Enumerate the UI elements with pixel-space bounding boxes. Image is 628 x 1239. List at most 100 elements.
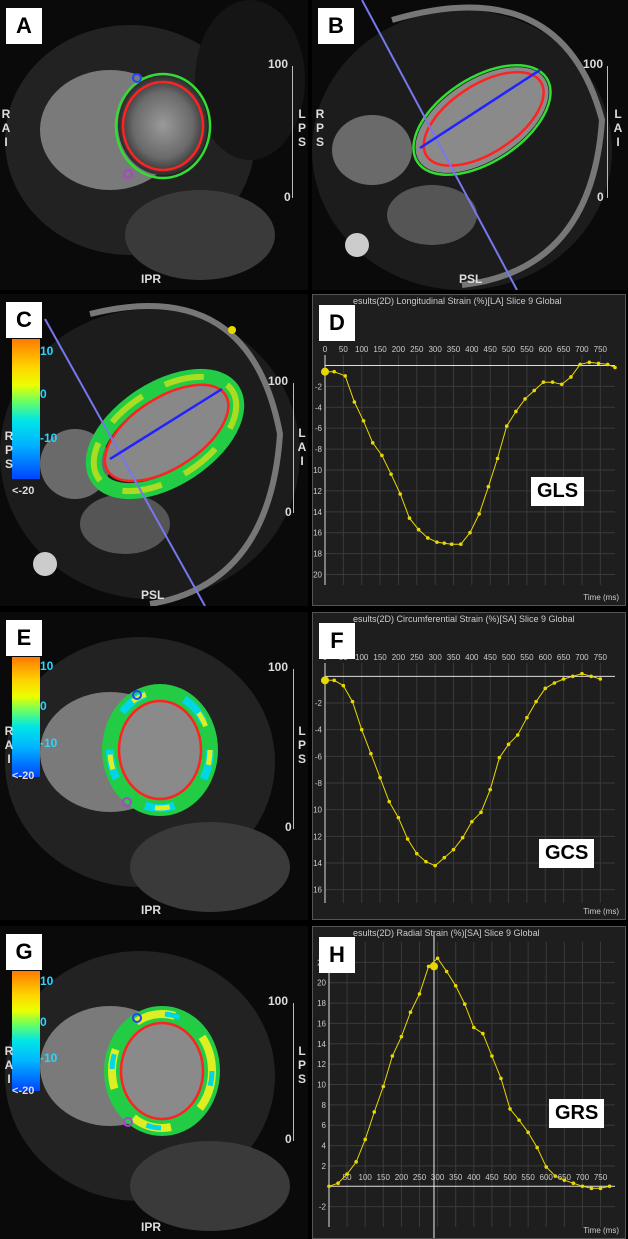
y-tick-label: 6	[322, 1121, 327, 1130]
colorbar-tick: 10	[40, 659, 54, 673]
x-tick-label: 700	[575, 653, 589, 662]
orientation-bottom: IPR	[141, 903, 162, 917]
data-point	[552, 681, 557, 685]
strain-colorbar	[12, 339, 40, 479]
chart-badge: GLS	[531, 477, 585, 506]
data-point	[399, 1034, 404, 1039]
data-point	[359, 727, 364, 732]
x-tick-label: 350	[447, 653, 461, 662]
data-point	[398, 492, 403, 496]
x-tick-label: 700	[576, 1173, 590, 1182]
data-point	[580, 1184, 585, 1189]
y-tick-label: -10	[313, 806, 323, 815]
strain-colorbar	[12, 657, 40, 777]
colorbar-tick: -10	[40, 1051, 58, 1065]
endocardial-contour	[117, 699, 203, 801]
data-point	[535, 1145, 539, 1150]
data-point	[433, 863, 437, 868]
current-frame-marker	[429, 962, 438, 971]
data-point	[370, 441, 375, 445]
data-point	[426, 964, 431, 969]
x-tick-label: 200	[392, 653, 406, 662]
x-tick-label: 150	[373, 653, 387, 662]
data-point	[389, 472, 393, 476]
strain-curve-chart: -2-4-6-8-10-12-14-1605010015020025030035…	[313, 653, 615, 903]
data-point	[488, 787, 492, 792]
data-point	[332, 369, 336, 374]
y-tick-label: 2	[322, 1162, 327, 1171]
data-point	[589, 1186, 594, 1191]
panel-label-b: B	[318, 8, 354, 44]
data-point	[354, 1160, 358, 1164]
x-tick-label: 750	[594, 653, 608, 662]
x-tick-label: 50	[339, 345, 348, 354]
data-point	[380, 453, 384, 458]
data-point	[506, 742, 511, 747]
endocardial-contour	[103, 383, 230, 483]
chart-title: esults(2D) Radial Strain (%)[SA] Slice 9…	[353, 928, 540, 938]
data-point	[481, 1031, 485, 1036]
data-point	[562, 1178, 567, 1182]
x-tick-label: 400	[465, 653, 479, 662]
panel-label-c: C	[6, 302, 42, 338]
y-tick-label: 12	[317, 1060, 326, 1069]
x-tick-label: 600	[540, 1173, 554, 1182]
x-tick-label: 150	[377, 1173, 391, 1182]
x-tick-label: 700	[575, 345, 589, 354]
x-tick-label: 400	[465, 345, 479, 354]
x-tick-label: 250	[413, 1173, 427, 1182]
data-point	[327, 1184, 331, 1189]
orientation-bottom: IPR	[141, 1220, 162, 1234]
scale-top: 100	[268, 660, 289, 674]
data-point	[341, 683, 346, 688]
data-point	[396, 815, 401, 820]
x-axis-label: Time (ms)	[583, 907, 619, 916]
y-tick-label: -20	[313, 571, 323, 580]
data-point	[352, 400, 357, 404]
data-point	[598, 1186, 603, 1191]
data-point	[381, 1084, 386, 1089]
y-tick-label: -4	[315, 403, 323, 412]
y-tick-label: 4	[322, 1142, 327, 1151]
x-tick-label: 450	[484, 345, 498, 354]
strain-curve-line	[325, 361, 616, 545]
data-point	[569, 375, 573, 379]
panel-label-f: F	[319, 623, 355, 659]
x-tick-label: 200	[395, 1173, 409, 1182]
data-point	[515, 733, 520, 737]
mri-long-axis-image	[312, 0, 628, 290]
y-tick-label: -16	[313, 529, 323, 538]
data-point	[504, 424, 509, 428]
data-point	[387, 799, 392, 804]
scale-top: 100	[268, 374, 289, 388]
x-axis-label: Time (ms)	[583, 593, 619, 602]
data-point	[571, 1181, 576, 1186]
y-tick-label: -10	[313, 466, 323, 475]
y-tick-label: -14	[313, 859, 323, 868]
y-tick-label: -2	[315, 382, 323, 391]
x-tick-label: 600	[539, 653, 553, 662]
x-axis-label: Time (ms)	[583, 1226, 619, 1235]
scale-top: 100	[583, 57, 604, 71]
y-tick-label: -6	[315, 752, 323, 761]
data-point	[470, 819, 474, 824]
epicardial-contour	[114, 72, 212, 180]
y-tick-label: -2	[315, 699, 323, 708]
y-tick-label: -6	[315, 424, 323, 433]
mri-long-axis-strain-image	[0, 294, 308, 606]
data-point	[613, 365, 617, 370]
chart-panel-h: H esults(2D) Radial Strain (%)[SA] Slice…	[312, 926, 626, 1239]
strain-curve-line	[328, 957, 610, 1189]
data-point	[532, 388, 537, 393]
chart-title: esults(2D) Circumferential Strain (%)[SA…	[353, 614, 575, 624]
data-point	[453, 983, 458, 988]
x-tick-label: 550	[520, 653, 534, 662]
y-tick-label: -16	[313, 886, 323, 895]
data-point	[495, 456, 500, 461]
